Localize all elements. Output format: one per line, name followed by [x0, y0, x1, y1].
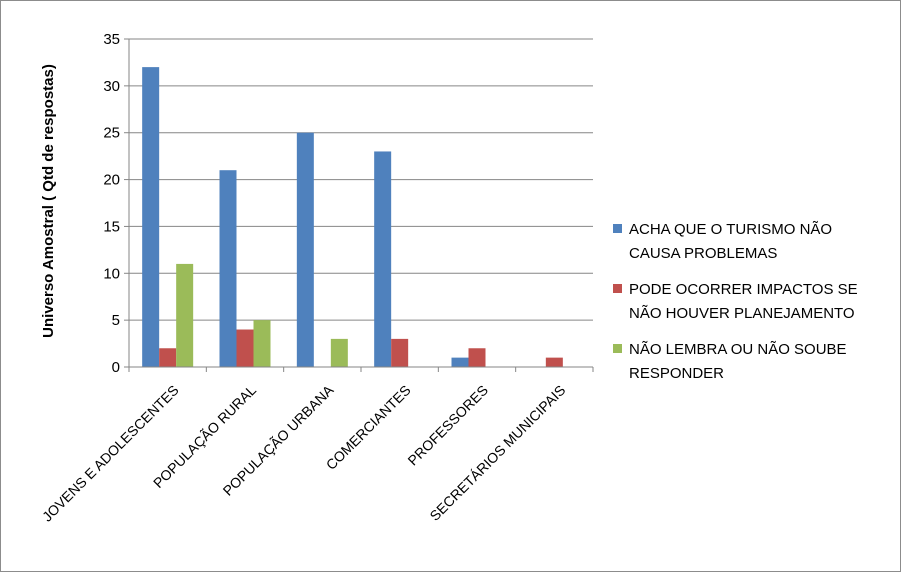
bar [451, 357, 469, 367]
legend-swatch [613, 344, 622, 353]
legend-swatch [613, 284, 622, 293]
legend-label: NÃO LEMBRA OU NÃO SOUBE [629, 341, 847, 358]
legend-label: ACHA QUE O TURISMO NÃO [629, 221, 832, 238]
legend-swatch [613, 224, 622, 233]
bar [142, 67, 160, 367]
x-tick-label: SECRETÁRIOS MUNICIPAIS [426, 382, 568, 524]
legend-label: RESPONDER [629, 365, 724, 382]
y-tick-label: 20 [103, 172, 120, 189]
y-tick-label: 5 [112, 312, 120, 329]
y-tick-label: 30 [103, 78, 120, 95]
bar [545, 357, 563, 367]
bar [468, 348, 486, 367]
legend-label: PODE OCORRER IMPACTOS SE [629, 281, 858, 298]
legend-label: NÃO HOUVER PLANEJAMENTO [629, 305, 855, 322]
bar [159, 348, 177, 367]
bar [391, 338, 409, 367]
y-tick-label: 15 [103, 218, 120, 235]
legend: ACHA QUE O TURISMO NÃO CAUSA PROBLEMAS POD… [613, 221, 858, 382]
bar [176, 263, 194, 367]
x-tick-label: JOVENS E ADOLESCENTES [39, 382, 182, 525]
bar [374, 151, 392, 367]
bars [142, 67, 563, 367]
x-tick-label: COMERCIANTES [323, 382, 414, 473]
y-axis-label: Universo Amostral ( Qtd de respostas) [40, 64, 57, 338]
x-tick-label: PROFESSORES [404, 382, 491, 469]
bar [253, 320, 271, 367]
y-tick-label: 25 [103, 125, 120, 142]
y-tick-label: 10 [103, 265, 120, 282]
bar [330, 338, 348, 367]
bar [296, 132, 314, 367]
legend-label: CAUSA PROBLEMAS [629, 245, 777, 262]
y-tick-label: 35 [103, 31, 120, 48]
bar [236, 329, 254, 367]
bar [219, 170, 237, 367]
y-tick-label: 0 [112, 359, 120, 376]
grid [129, 38, 593, 321]
